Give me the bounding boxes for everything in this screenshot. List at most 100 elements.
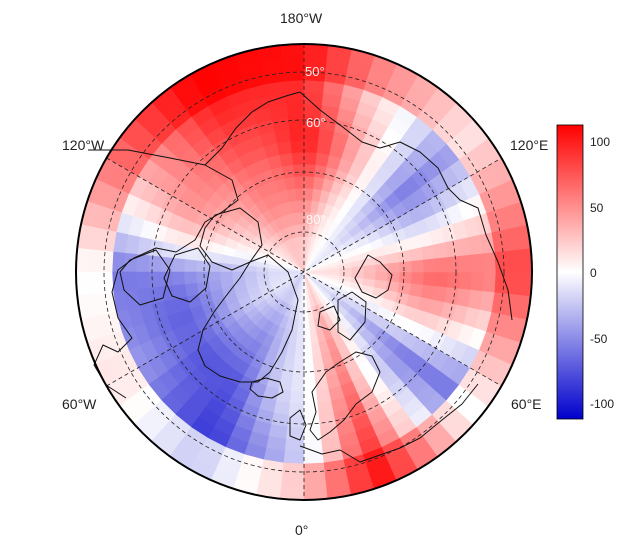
field-cell	[147, 255, 162, 273]
north-america-coast	[88, 149, 239, 399]
parallel-50	[103, 71, 505, 473]
field-cell	[281, 474, 305, 489]
field-cell	[482, 271, 497, 293]
field-cell	[303, 175, 315, 189]
field-cell	[494, 271, 509, 294]
colorbar-tick: 50	[590, 201, 604, 215]
field-cell	[375, 271, 389, 282]
field-cell	[399, 260, 413, 273]
field-cell	[434, 256, 449, 273]
field-cell	[303, 151, 317, 165]
scandinavia-coast	[309, 351, 381, 441]
siberia-coast	[299, 91, 513, 321]
field-cell	[76, 271, 90, 297]
field-cell	[279, 44, 305, 58]
field-cell	[282, 67, 305, 82]
lon-label-lower-right: 60°E	[511, 396, 542, 412]
field-cell	[446, 255, 461, 273]
field-cell	[303, 486, 329, 500]
field-cell	[303, 450, 325, 465]
anomaly-field	[76, 44, 532, 500]
field-cell	[99, 271, 114, 294]
field-cell	[293, 355, 305, 369]
field-cell	[289, 139, 305, 153]
field-cell	[293, 175, 305, 189]
field-cell	[195, 271, 209, 284]
field-cell	[303, 44, 329, 58]
field-cell	[399, 271, 413, 284]
field-cell	[111, 271, 126, 293]
field-cell	[99, 250, 114, 273]
field-cell	[518, 271, 532, 297]
hudson-bay	[119, 249, 171, 306]
field-cell	[184, 246, 199, 262]
field-cell	[294, 343, 305, 357]
field-cell	[289, 391, 305, 405]
field-cell	[284, 438, 305, 453]
colorbar	[556, 124, 584, 420]
lon-label-upper-left: 120°W	[62, 137, 105, 153]
lon-label-upper-right: 120°E	[510, 137, 549, 153]
field-cell	[303, 163, 316, 177]
iceland-coast	[249, 377, 284, 399]
canadian-archipelago	[199, 207, 263, 271]
field-cell	[411, 271, 425, 285]
field-cell	[135, 271, 150, 290]
field-cell	[303, 462, 326, 477]
field-cell	[183, 271, 197, 285]
field-cell	[297, 319, 305, 333]
map-border	[75, 43, 533, 501]
field-cell	[397, 281, 412, 295]
field-cell	[292, 367, 305, 381]
field-cell	[470, 252, 485, 273]
field-cell	[303, 187, 314, 201]
colorbar-tick: 100	[590, 135, 611, 149]
field-cell	[171, 271, 185, 287]
field-cell	[303, 355, 315, 369]
field-cell	[506, 271, 521, 295]
field-cell	[183, 259, 197, 273]
field-cell	[287, 115, 305, 130]
field-cell	[303, 474, 327, 489]
field-cell	[195, 260, 209, 273]
field-cell	[363, 271, 377, 280]
novaya-zemlya	[337, 291, 367, 341]
parallel-80	[263, 231, 345, 313]
field-cell	[147, 271, 162, 289]
colorbar-tick: -100	[590, 397, 615, 411]
field-cell	[518, 247, 532, 273]
field-cell	[283, 450, 305, 465]
field-cell	[411, 259, 425, 273]
field-cell	[292, 163, 305, 177]
field-cell	[288, 127, 305, 142]
field-cell	[123, 271, 138, 292]
field-cell	[387, 261, 401, 273]
svalbard	[317, 305, 341, 331]
field-cell	[291, 151, 305, 165]
lat-label-50: 50°	[305, 64, 325, 79]
field-cell	[303, 379, 317, 393]
field-cell	[494, 250, 509, 273]
colorbar-tick: 0	[590, 266, 597, 280]
field-cell	[458, 271, 473, 290]
field-cell	[303, 438, 324, 453]
field-cell	[291, 379, 305, 393]
field-cell	[470, 271, 485, 292]
field-cell	[303, 414, 321, 429]
field-cell	[87, 271, 102, 295]
field-cell	[281, 55, 305, 70]
field-cell	[446, 271, 461, 289]
field-cell	[283, 79, 305, 94]
meridian-120	[106, 157, 502, 387]
field-cell	[281, 365, 295, 380]
taymyr-peninsula	[354, 254, 393, 299]
alaska-coast	[204, 91, 301, 166]
field-cell	[313, 164, 327, 179]
field-cell	[423, 271, 437, 287]
field-cell	[303, 391, 319, 405]
field-cell	[282, 462, 305, 477]
colorbar-tick: -50	[590, 332, 608, 346]
field-cell	[303, 79, 325, 94]
field-cell	[303, 199, 312, 213]
